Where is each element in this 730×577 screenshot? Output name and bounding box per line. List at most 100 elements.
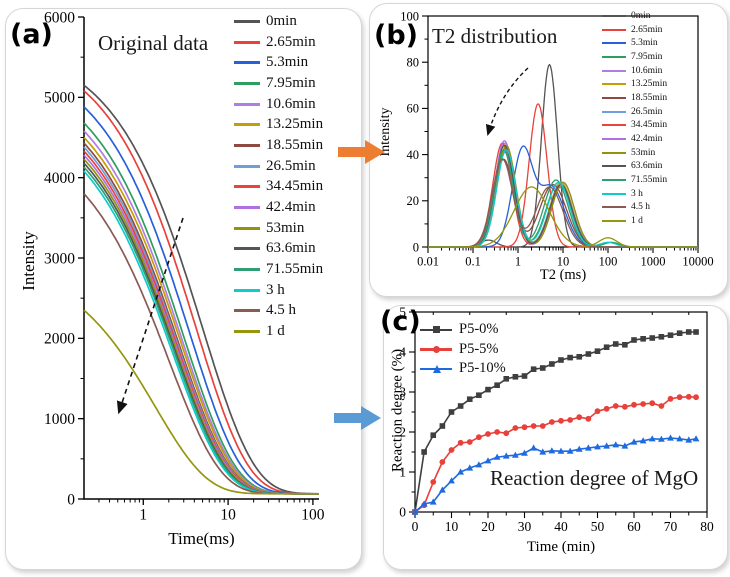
panel-b-legend-item: 13.25min bbox=[602, 77, 667, 91]
legend-label: 3 h bbox=[266, 281, 285, 298]
svg-text:10: 10 bbox=[557, 254, 570, 268]
panel-c-legend-item: P5-5% bbox=[420, 340, 506, 360]
svg-text:60: 60 bbox=[407, 102, 420, 116]
legend-label: 5.3min bbox=[631, 38, 658, 49]
svg-text:40: 40 bbox=[554, 519, 568, 534]
legend-label: 42.4min bbox=[266, 199, 316, 216]
svg-text:70: 70 bbox=[664, 519, 678, 534]
legend-line-swatch bbox=[602, 206, 626, 209]
svg-text:80: 80 bbox=[700, 519, 714, 534]
panel-b-legend-item: 0min bbox=[602, 9, 667, 23]
panel-b-legend-item: 5.3min bbox=[602, 36, 667, 50]
legend-line-swatch bbox=[602, 124, 626, 127]
legend-label: 2.65min bbox=[631, 24, 663, 35]
svg-text:60: 60 bbox=[627, 519, 641, 534]
trend-arrow bbox=[116, 217, 184, 415]
panel-a-title: Original data bbox=[98, 31, 209, 55]
legend-line-swatch bbox=[234, 226, 260, 230]
legend-line-swatch bbox=[234, 330, 260, 334]
svg-text:0: 0 bbox=[399, 505, 406, 520]
svg-text:3: 3 bbox=[399, 385, 406, 400]
legend-label: 7.95min bbox=[631, 51, 663, 62]
svg-text:10: 10 bbox=[220, 507, 236, 524]
legend-label: 4.5 h bbox=[631, 202, 650, 213]
svg-text:2000: 2000 bbox=[44, 331, 75, 348]
svg-text:4: 4 bbox=[399, 345, 406, 360]
legend-label: 42.4min bbox=[631, 134, 663, 145]
svg-text:1: 1 bbox=[399, 465, 406, 480]
legend-line-swatch bbox=[602, 96, 626, 99]
panel-c-legend: P5-0% P5-5% P5-10% bbox=[420, 320, 506, 379]
legend-label: 3 h bbox=[631, 188, 643, 199]
legend-label: 53min bbox=[266, 219, 305, 236]
legend-label: 10.6min bbox=[631, 65, 663, 76]
legend-line-swatch bbox=[234, 19, 260, 23]
legend-line-marker-swatch bbox=[420, 364, 452, 374]
legend-label: 10.6min bbox=[266, 95, 316, 112]
legend-label: 7.95min bbox=[266, 74, 316, 91]
panel-a-xlabel: Time(ms) bbox=[168, 529, 235, 548]
panel-a-legend-item: 2.65min bbox=[234, 32, 323, 53]
svg-text:6000: 6000 bbox=[44, 9, 75, 26]
legend-label: 1 d bbox=[266, 323, 285, 340]
legend-line-marker-swatch bbox=[420, 325, 452, 335]
legend-line-swatch bbox=[234, 143, 260, 147]
panel-b-title: T2 distribution bbox=[432, 24, 558, 48]
panel-a-legend-item: 7.95min bbox=[234, 73, 323, 94]
legend-label: 34.45min bbox=[266, 178, 324, 195]
svg-text:100: 100 bbox=[599, 254, 618, 268]
panel-b: (b) T2 distribution Intensity 0.01 0.1 1 10… bbox=[369, 3, 728, 297]
svg-text:20: 20 bbox=[407, 194, 420, 208]
panel-b-legend: 0min 2.65min 5.3min 7.95min 10.6min 13.25min 1… bbox=[602, 9, 667, 228]
legend-line-swatch bbox=[234, 247, 260, 251]
panel-a-legend-item: 18.55min bbox=[234, 135, 323, 156]
legend-label: 63.6min bbox=[266, 240, 316, 257]
svg-text:0: 0 bbox=[413, 240, 419, 254]
panel-a-legend-item: 42.4min bbox=[234, 197, 323, 218]
svg-text:1000: 1000 bbox=[44, 411, 75, 428]
legend-label: P5-0% bbox=[459, 321, 499, 338]
legend-line-swatch bbox=[234, 309, 260, 313]
svg-text:0: 0 bbox=[412, 519, 419, 534]
legend-line-swatch bbox=[602, 69, 626, 72]
svg-text:40: 40 bbox=[407, 148, 420, 162]
panel-a-legend-item: 5.3min bbox=[234, 52, 323, 73]
legend-label: 13.25min bbox=[266, 116, 324, 133]
svg-text:0: 0 bbox=[67, 491, 75, 508]
panel-b-legend-item: 63.6min bbox=[602, 160, 667, 174]
panel-a-legend-item: 4.5 h bbox=[234, 301, 323, 322]
svg-text:5: 5 bbox=[399, 306, 406, 320]
legend-line-swatch bbox=[234, 164, 260, 168]
panel-a-legend-item: 53min bbox=[234, 218, 323, 239]
panel-b-legend-item: 1 d bbox=[602, 214, 667, 228]
panel-b-legend-item: 2.65min bbox=[602, 23, 667, 37]
legend-line-swatch bbox=[602, 42, 626, 45]
panel-a-legend-item: 0min bbox=[234, 11, 323, 32]
legend-line-swatch bbox=[234, 206, 260, 210]
panel-c: (c) Reaction degree (%) 0 10 20 30 40 50 60 70 8… bbox=[380, 305, 728, 570]
legend-label: 5.3min bbox=[266, 54, 309, 71]
panel-a-legend-item: 13.25min bbox=[234, 114, 323, 135]
panel-b-legend-item: 3 h bbox=[602, 187, 667, 201]
legend-label: 71.55min bbox=[266, 261, 324, 278]
series-1 d bbox=[83, 309, 319, 495]
panel-b-label: (b) bbox=[374, 20, 419, 51]
svg-text:1: 1 bbox=[515, 254, 521, 268]
svg-text:100: 100 bbox=[400, 9, 419, 23]
panel-b-legend-item: 71.55min bbox=[602, 173, 667, 187]
series-0min bbox=[83, 84, 320, 495]
legend-label: 1 d bbox=[631, 216, 643, 227]
panel-a-legend-item: 26.5min bbox=[234, 156, 323, 177]
svg-text:2: 2 bbox=[399, 425, 406, 440]
legend-line-swatch bbox=[234, 268, 260, 272]
legend-label: 26.5min bbox=[266, 157, 316, 174]
panel-b-legend-item: 4.5 h bbox=[602, 201, 667, 215]
panel-a-label: (a) bbox=[10, 19, 53, 50]
legend-label: 18.55min bbox=[266, 136, 324, 153]
svg-text:50: 50 bbox=[591, 519, 605, 534]
svg-text:3000: 3000 bbox=[44, 250, 75, 267]
svg-text:1000: 1000 bbox=[641, 254, 666, 268]
legend-line-swatch bbox=[234, 102, 260, 106]
panel-b-legend-item: 10.6min bbox=[602, 64, 667, 78]
